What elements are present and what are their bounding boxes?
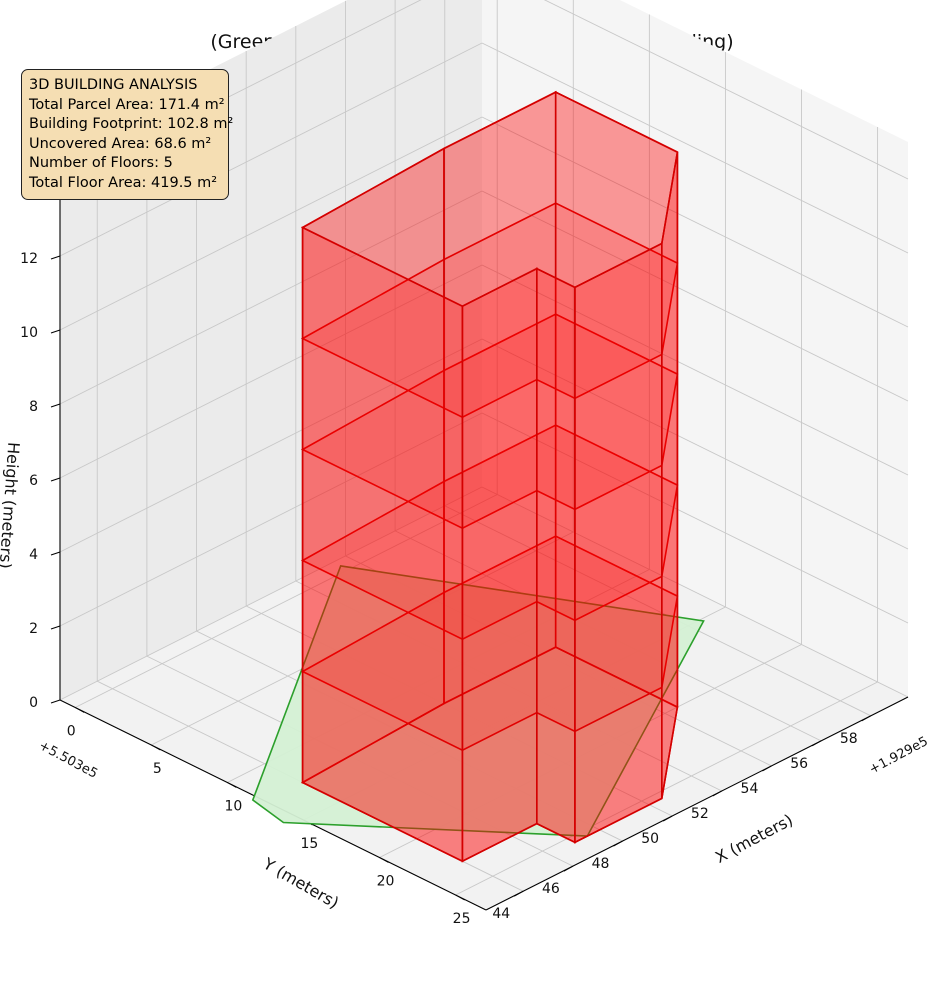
x-tick-label: 50 [641,831,659,847]
y-tick-label: 5 [153,761,162,777]
x-tick [563,865,574,872]
z-grid-right [481,264,909,476]
y-tick [151,744,161,751]
z-tick-label: 10 [20,325,38,341]
analysis-info-box: 3D BUILDING ANALYSIS Total Parcel Area: … [21,69,234,200]
x-tick-label: 48 [592,856,610,872]
y-offset-label: +5.503e5 [36,738,100,781]
info-building-footprint: Building Footprint: 102.8 m² [29,116,234,132]
z-tick [50,699,61,704]
z-grid-right [481,42,909,254]
y-tick-label: 20 [377,874,395,890]
z-grid-left [59,412,483,627]
x-tick-label: 54 [741,781,759,797]
x-tick [861,715,872,722]
tick-marks [50,181,872,901]
z-grid-left [59,486,483,701]
z-tick [50,329,61,334]
info-parcel-area: Total Parcel Area: 171.4 m² [29,96,225,113]
x-offset-label: +1.929e5 [867,734,931,777]
x-tick-label: 58 [840,731,858,747]
info-heading: 3D BUILDING ANALYSIS [29,77,198,93]
y-tick-label: 0 [67,724,76,740]
z-grid-left [59,116,483,331]
y-tick [379,857,389,863]
z-tick [50,551,61,556]
x-tick [762,765,772,772]
z-tick [50,625,61,630]
building-wall [660,151,679,799]
x-tick-label: 56 [790,756,808,772]
parcel-platform [251,565,705,837]
info-uncovered-area: Uncovered Area: 68.6 m² [29,135,212,152]
x-grid-floor [444,505,871,717]
z-grid-left [59,338,483,553]
y-tick [455,894,465,901]
x-axis-label: X (meters) [712,810,796,867]
z-tick-label: 2 [29,621,38,637]
z-tick [50,403,61,408]
info-total-floor-area: Total Floor Area: 419.5 m² [29,174,218,191]
y-axis-label: Y (meters) [259,854,342,913]
x-tick-label: 46 [542,881,560,897]
z-tick-label: 0 [29,695,38,711]
z-grid-right [481,116,909,328]
building-layer [300,90,679,863]
z-tick-label: 8 [29,399,38,415]
z-tick-label: 4 [29,547,38,563]
x-tick-label: 44 [492,906,510,922]
x-tick [513,890,524,897]
building-wall [535,267,576,844]
y-tick [74,707,85,713]
x-tick [613,840,623,847]
y-grid-floor [455,681,878,896]
parcel-layer [251,565,705,837]
z-grid-right [481,190,909,402]
z-grid-left [59,42,483,257]
z-tick [50,477,61,482]
building-wall [574,242,663,844]
z-grid-right [481,486,909,698]
z-axis-label: Height (meters) [0,441,23,569]
y-tick-label: 10 [224,799,242,815]
y-grid-floor [75,494,498,708]
y-tick [227,782,237,788]
z-tick-label: 6 [29,473,38,489]
y-tick-label: 15 [301,836,319,852]
z-grid-right [481,412,909,624]
x-tick [811,740,822,747]
x-tick [662,815,673,822]
z-tick-label: 12 [20,251,38,267]
building-wall [461,267,538,863]
info-number-of-floors: Number of Floors: 5 [29,155,173,171]
x-axis-line [485,696,909,911]
z-grid-left [59,264,483,479]
x-tick-label: 52 [691,806,709,822]
z-grid-left [59,190,483,405]
building-wall [301,226,464,863]
y-tick-label: 25 [453,911,471,927]
z-grid-right [543,0,909,180]
x-tick [712,790,723,797]
z-grid-right [481,338,909,550]
z-tick [50,255,61,260]
